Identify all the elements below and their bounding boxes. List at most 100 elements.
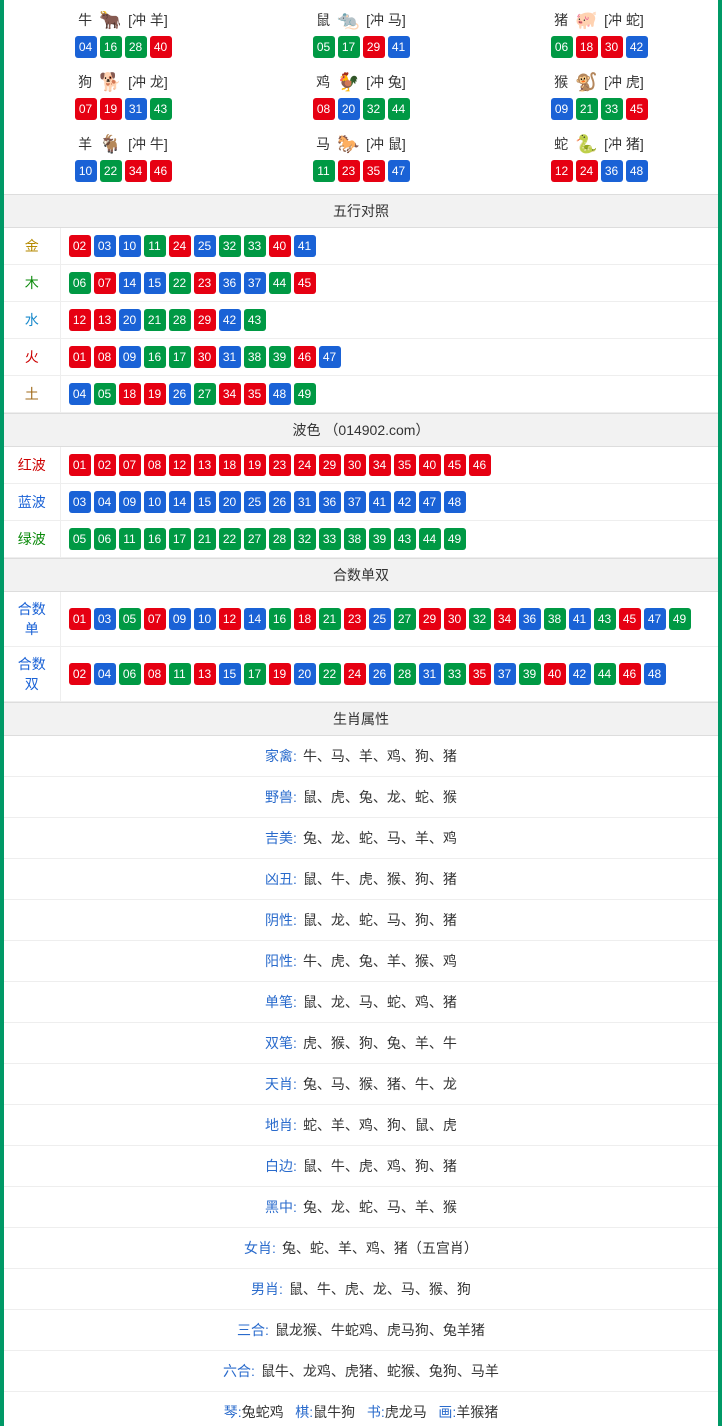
row-balls-cell: 04051819262734354849 <box>60 376 718 413</box>
table-row: 绿波05061116172122272832333839434449 <box>4 521 718 558</box>
zodiac-cell: 猴🐒[冲 虎]09213345 <box>480 66 718 128</box>
attribute-row: 双笔:虎、猴、狗、兔、羊、牛 <box>4 1023 718 1064</box>
zodiac-title: 猴🐒[冲 虎] <box>480 70 718 94</box>
number-ball: 42 <box>569 663 591 685</box>
zodiac-name: 羊 <box>78 134 92 154</box>
number-ball: 48 <box>626 160 648 182</box>
number-ball: 43 <box>394 528 416 550</box>
zodiac-name: 蛇 <box>554 134 568 154</box>
bottom-label: 琴: <box>224 1404 242 1420</box>
table-row: 合数单0103050709101214161821232527293032343… <box>4 592 718 647</box>
number-ball: 46 <box>469 454 491 476</box>
number-ball: 07 <box>144 608 166 630</box>
zodiac-name: 马 <box>316 134 330 154</box>
number-ball: 01 <box>69 454 91 476</box>
row-balls-cell: 1213202128294243 <box>60 302 718 339</box>
number-ball: 08 <box>144 663 166 685</box>
number-ball: 40 <box>150 36 172 58</box>
number-ball: 30 <box>444 608 466 630</box>
number-ball: 09 <box>119 346 141 368</box>
number-ball: 24 <box>169 235 191 257</box>
zodiac-clash: [冲 兔] <box>366 72 406 92</box>
number-ball: 03 <box>69 491 91 513</box>
number-ball: 21 <box>576 98 598 120</box>
row-label: 绿波 <box>4 521 60 558</box>
number-ball: 06 <box>94 528 116 550</box>
number-ball: 40 <box>269 235 291 257</box>
number-ball: 25 <box>244 491 266 513</box>
section-header-bose: 波色 （014902.com） <box>4 413 718 447</box>
number-ball: 18 <box>576 36 598 58</box>
number-ball: 04 <box>69 383 91 405</box>
attribute-value: 鼠、牛、虎、猴、狗、猪 <box>303 871 457 887</box>
bottom-label: 棋: <box>295 1404 313 1420</box>
row-label: 合数双 <box>4 647 60 702</box>
attribute-label: 吉美: <box>265 830 297 846</box>
number-ball: 15 <box>219 663 241 685</box>
row-balls: 0102070812131819232429303435404546 <box>69 454 711 476</box>
zodiac-title: 猪🐖[冲 蛇] <box>480 8 718 32</box>
number-ball: 06 <box>69 272 91 294</box>
number-ball: 02 <box>69 235 91 257</box>
zodiac-balls: 06183042 <box>480 36 718 58</box>
row-balls-cell: 02031011242532334041 <box>60 228 718 265</box>
number-ball: 33 <box>319 528 341 550</box>
number-ball: 07 <box>119 454 141 476</box>
number-ball: 26 <box>369 663 391 685</box>
number-ball: 36 <box>219 272 241 294</box>
bottom-value: 虎龙马 <box>385 1404 427 1420</box>
number-ball: 31 <box>294 491 316 513</box>
number-ball: 06 <box>119 663 141 685</box>
zodiac-cell: 猪🐖[冲 蛇] 06183042 <box>480 4 718 66</box>
attribute-value: 鼠、牛、虎、鸡、狗、猪 <box>303 1158 457 1174</box>
attribute-row: 地肖:蛇、羊、鸡、狗、鼠、虎 <box>4 1105 718 1146</box>
number-ball: 44 <box>419 528 441 550</box>
number-ball: 34 <box>125 160 147 182</box>
number-ball: 43 <box>594 608 616 630</box>
zodiac-name: 猪 <box>554 10 568 30</box>
number-ball: 38 <box>544 608 566 630</box>
number-ball: 42 <box>394 491 416 513</box>
table-row: 土04051819262734354849 <box>4 376 718 413</box>
number-ball: 40 <box>419 454 441 476</box>
number-ball: 17 <box>169 346 191 368</box>
attribute-label: 男肖: <box>251 1281 283 1297</box>
number-ball: 13 <box>194 663 216 685</box>
number-ball: 14 <box>169 491 191 513</box>
zodiac-title: 牛🐂[冲 羊] <box>4 8 242 32</box>
attribute-value: 兔、龙、蛇、马、羊、鸡 <box>303 830 457 846</box>
number-ball: 20 <box>119 309 141 331</box>
number-ball: 20 <box>294 663 316 685</box>
row-label: 蓝波 <box>4 484 60 521</box>
zodiac-clash: [冲 马] <box>366 10 406 30</box>
attribute-value: 鼠、虎、兔、龙、蛇、猴 <box>303 789 457 805</box>
number-ball: 35 <box>363 160 385 182</box>
row-label: 金 <box>4 228 60 265</box>
number-ball: 08 <box>94 346 116 368</box>
attribute-label: 六合: <box>223 1363 255 1379</box>
row-balls: 1213202128294243 <box>69 309 711 331</box>
table-row: 合数双0204060811131517192022242628313335373… <box>4 647 718 702</box>
zodiac-balls: 12243648 <box>480 160 718 182</box>
attribute-label: 地肖: <box>265 1117 297 1133</box>
bottom-value: 兔蛇鸡 <box>242 1404 284 1420</box>
number-ball: 26 <box>169 383 191 405</box>
number-ball: 31 <box>219 346 241 368</box>
zodiac-name: 狗 <box>78 72 92 92</box>
attribute-row: 凶丑:鼠、牛、虎、猴、狗、猪 <box>4 859 718 900</box>
number-ball: 15 <box>194 491 216 513</box>
number-ball: 14 <box>244 608 266 630</box>
number-ball: 26 <box>269 491 291 513</box>
number-ball: 35 <box>469 663 491 685</box>
number-ball: 32 <box>363 98 385 120</box>
number-ball: 05 <box>313 36 335 58</box>
number-ball: 31 <box>125 98 147 120</box>
bottom-label: 画: <box>438 1404 456 1420</box>
attribute-row: 男肖:鼠、牛、虎、龙、马、猴、狗 <box>4 1269 718 1310</box>
zodiac-title: 羊🐐[冲 牛] <box>4 132 242 156</box>
zodiac-cell: 鼠🐀[冲 马]05172941 <box>242 4 480 66</box>
attribute-value: 鼠龙猴、牛蛇鸡、虎马狗、兔羊猪 <box>275 1322 485 1338</box>
number-ball: 24 <box>576 160 598 182</box>
number-ball: 23 <box>194 272 216 294</box>
wuxing-table: 金02031011242532334041木060714152223363744… <box>4 228 718 413</box>
